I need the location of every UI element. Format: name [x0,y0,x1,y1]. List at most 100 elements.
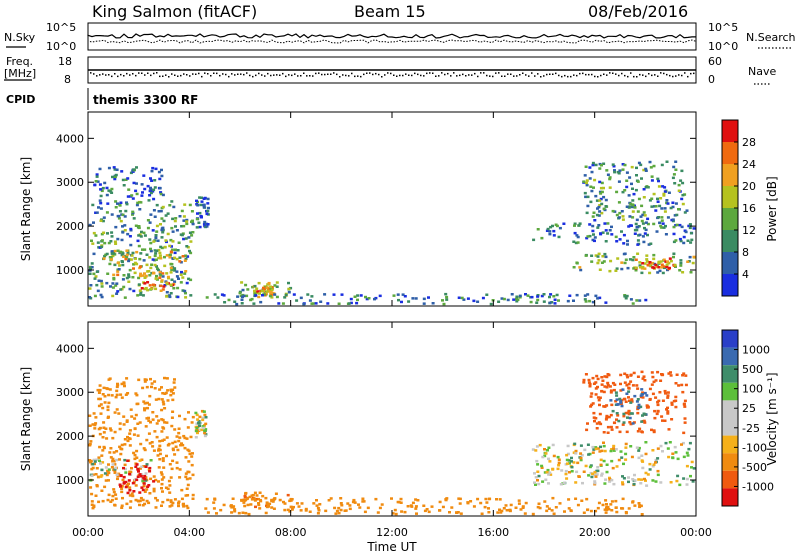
velocity-cell [573,442,577,446]
power-cell [109,240,113,243]
power-cell [658,269,662,273]
nave-series-point [192,73,194,75]
power-cell [594,294,598,298]
power-cell [668,257,672,260]
velocity-cell [533,481,536,484]
power-cell [103,254,107,258]
power-cell [152,271,156,275]
velocity-cell [671,452,675,455]
velocity-cell [543,448,546,451]
power-cell [121,231,125,234]
velocity-cell [178,468,182,471]
velocity-cell [660,373,663,376]
velocity-cell [101,393,105,396]
power-cell [645,258,649,261]
velocity-cell [671,456,675,459]
nave-series-point [651,74,653,77]
nave-series-point [330,73,332,75]
velocity-cell [171,398,175,402]
power-cell [205,212,209,216]
velocity-cell [635,446,639,449]
power-cell [151,258,155,261]
power-cell [643,214,647,217]
power-cell [159,209,163,213]
velocity-cell [148,470,152,473]
power-cell [157,170,161,174]
power-cell [585,236,589,240]
velocity-cell [557,461,561,465]
velocity-cell [633,479,637,482]
power-cell [688,255,692,259]
velocity-cell [109,456,113,459]
velocity-cell [587,378,591,382]
velocity-cell [675,479,679,483]
nave-series-point [519,74,521,76]
velocity-cell [103,395,107,398]
velocity-cell [137,470,140,473]
power-cell [146,226,150,230]
velocity-cell [186,426,190,429]
nave-series-point [678,74,680,76]
power-cell [153,254,157,258]
velocity-cell [648,468,652,471]
power-cell [174,217,178,220]
velocity-cell [120,490,124,494]
velocity-cell [168,463,172,466]
power-cell [590,189,594,193]
nave-series-point [354,75,356,78]
velocity-cell [683,417,687,420]
power-cell [127,275,131,278]
velocity-cell [629,373,633,377]
velocity-cell [169,499,173,502]
power-cell [555,293,559,297]
power-cell [536,298,540,302]
velocity-cell [143,448,147,452]
power-cell [679,179,683,182]
velocity-cell [169,476,173,479]
power-cell [128,287,132,291]
power-cell [117,217,121,220]
velocity-cell [655,412,659,416]
velocity-cell [661,450,664,453]
power-cell [170,200,174,203]
power-cell [206,209,210,213]
velocity-cell [333,506,337,510]
velocity-cell [531,448,535,451]
nave-series-point [201,75,203,78]
velocity-cell [640,513,644,516]
nave-series-point [402,74,404,77]
power-cell [154,287,158,291]
velocity-cell [116,474,120,478]
noise-trace [87,33,697,44]
velocity-cell [98,459,101,462]
velocity-cell [110,394,114,397]
power-cell [678,269,682,272]
nave-series-point [258,72,260,75]
velocity-cell [172,381,176,384]
power-cell [261,294,264,297]
power-cell [462,298,466,301]
power-cell [270,288,274,291]
velocity-cell [670,418,674,421]
velocity-cell [143,502,147,506]
velocity-cell [245,497,249,501]
power-cell [179,273,183,276]
power-cell [198,225,202,229]
velocity-cell [181,503,185,506]
velocity-cell [606,425,610,429]
power-cell [663,186,667,189]
power-cell [251,285,255,289]
velocity-cell [488,497,492,501]
power-cell [592,211,596,214]
velocity-cell [340,504,344,507]
velocity-cell [144,472,148,475]
velocity-xtick-label: 00:00 [680,526,712,539]
velocity-cell [107,415,110,419]
nave-series-point [384,74,386,76]
velocity-cell [122,423,126,426]
velocity-cell [112,488,116,491]
power-cell [692,227,696,230]
nsky-series-line [87,33,696,39]
velocity-cell [181,443,185,447]
